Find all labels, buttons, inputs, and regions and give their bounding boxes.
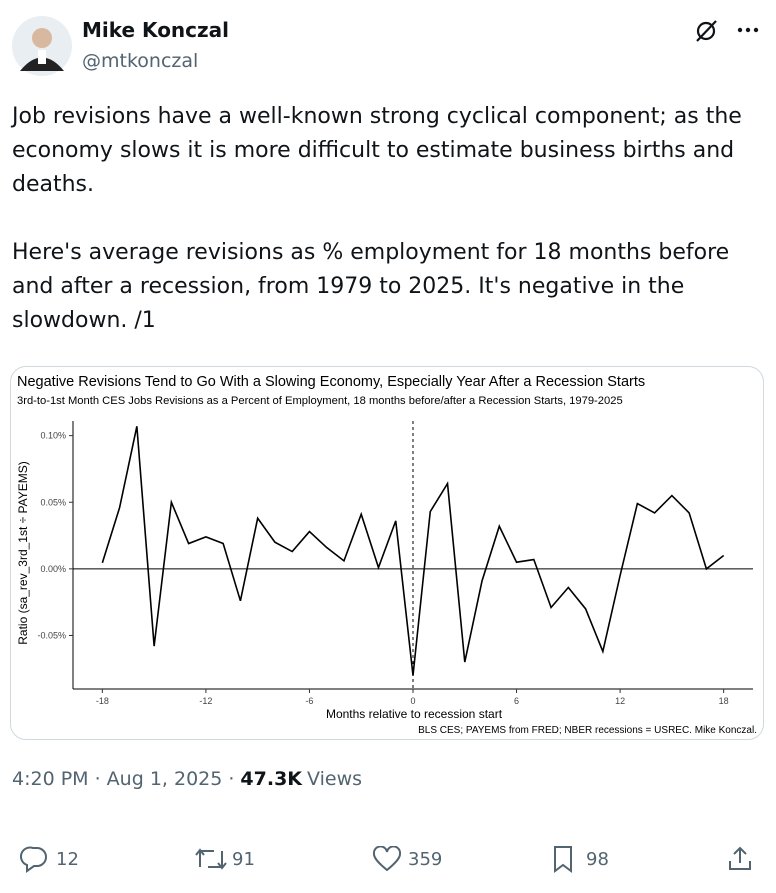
y-tick-label: 0.10% [40, 431, 66, 441]
data-line [101, 426, 725, 676]
y-tick-label: 0.05% [40, 497, 66, 507]
x-tick-label: -12 [199, 696, 212, 706]
x-axis-label: Months relative to recession start [326, 707, 503, 721]
like-count[interactable]: 359 [408, 849, 443, 870]
author-handle[interactable]: @mtkonczal [82, 50, 199, 72]
x-tick-label: 0 [410, 696, 415, 706]
repost-count[interactable]: 91 [232, 849, 255, 870]
chart-subtitle: 3rd-to-1st Month CES Jobs Revisions as a… [17, 395, 623, 407]
avatar[interactable] [12, 16, 72, 76]
views-label: Views [307, 768, 363, 790]
x-tick-label: 18 [719, 696, 729, 706]
x-tick-label: -18 [96, 696, 109, 706]
grok-icon[interactable] [694, 18, 720, 44]
x-tick-label: 6 [514, 696, 519, 706]
views-count: 47.3K [240, 768, 303, 790]
author-name[interactable]: Mike Konczal [82, 18, 230, 42]
tweet-meta: 4:20 PM · Aug 1, 2025 · 47.3K Views [12, 768, 362, 790]
x-tick-label: 12 [615, 696, 625, 706]
reply-count[interactable]: 12 [56, 849, 79, 870]
y-tick-label: -0.05% [37, 630, 66, 640]
chart-title: Negative Revisions Tend to Go With a Slo… [17, 374, 645, 390]
paragraph: Job revisions have a well-known strong c… [12, 104, 742, 197]
caption: BLS CES; PAYEMS from FRED; NBER recessio… [418, 725, 757, 736]
chart-image[interactable]: Negative Revisions Tend to Go With a Slo… [10, 366, 764, 740]
chart: Negative Revisions Tend to Go With a Slo… [16, 374, 757, 736]
more-icon[interactable] [736, 24, 762, 36]
bookmark-icon[interactable] [552, 845, 576, 873]
paragraph: Here's average revisions as % employment… [12, 240, 730, 333]
y-axis-label: Ratio (sa_rev_3rd_1st ÷ PAYEMS) [16, 461, 30, 645]
bookmark-count[interactable]: 98 [586, 849, 609, 870]
y-tick-label: 0.00% [40, 564, 66, 574]
share-icon[interactable] [726, 845, 754, 873]
like-icon[interactable] [372, 846, 402, 872]
x-tick-label: -6 [305, 696, 313, 706]
timestamp[interactable]: 4:20 PM · Aug 1, 2025 · [12, 768, 235, 790]
tweet-text: Job revisions have a well-known strong c… [12, 100, 764, 372]
reply-icon[interactable] [20, 845, 50, 873]
repost-icon[interactable] [194, 845, 228, 873]
